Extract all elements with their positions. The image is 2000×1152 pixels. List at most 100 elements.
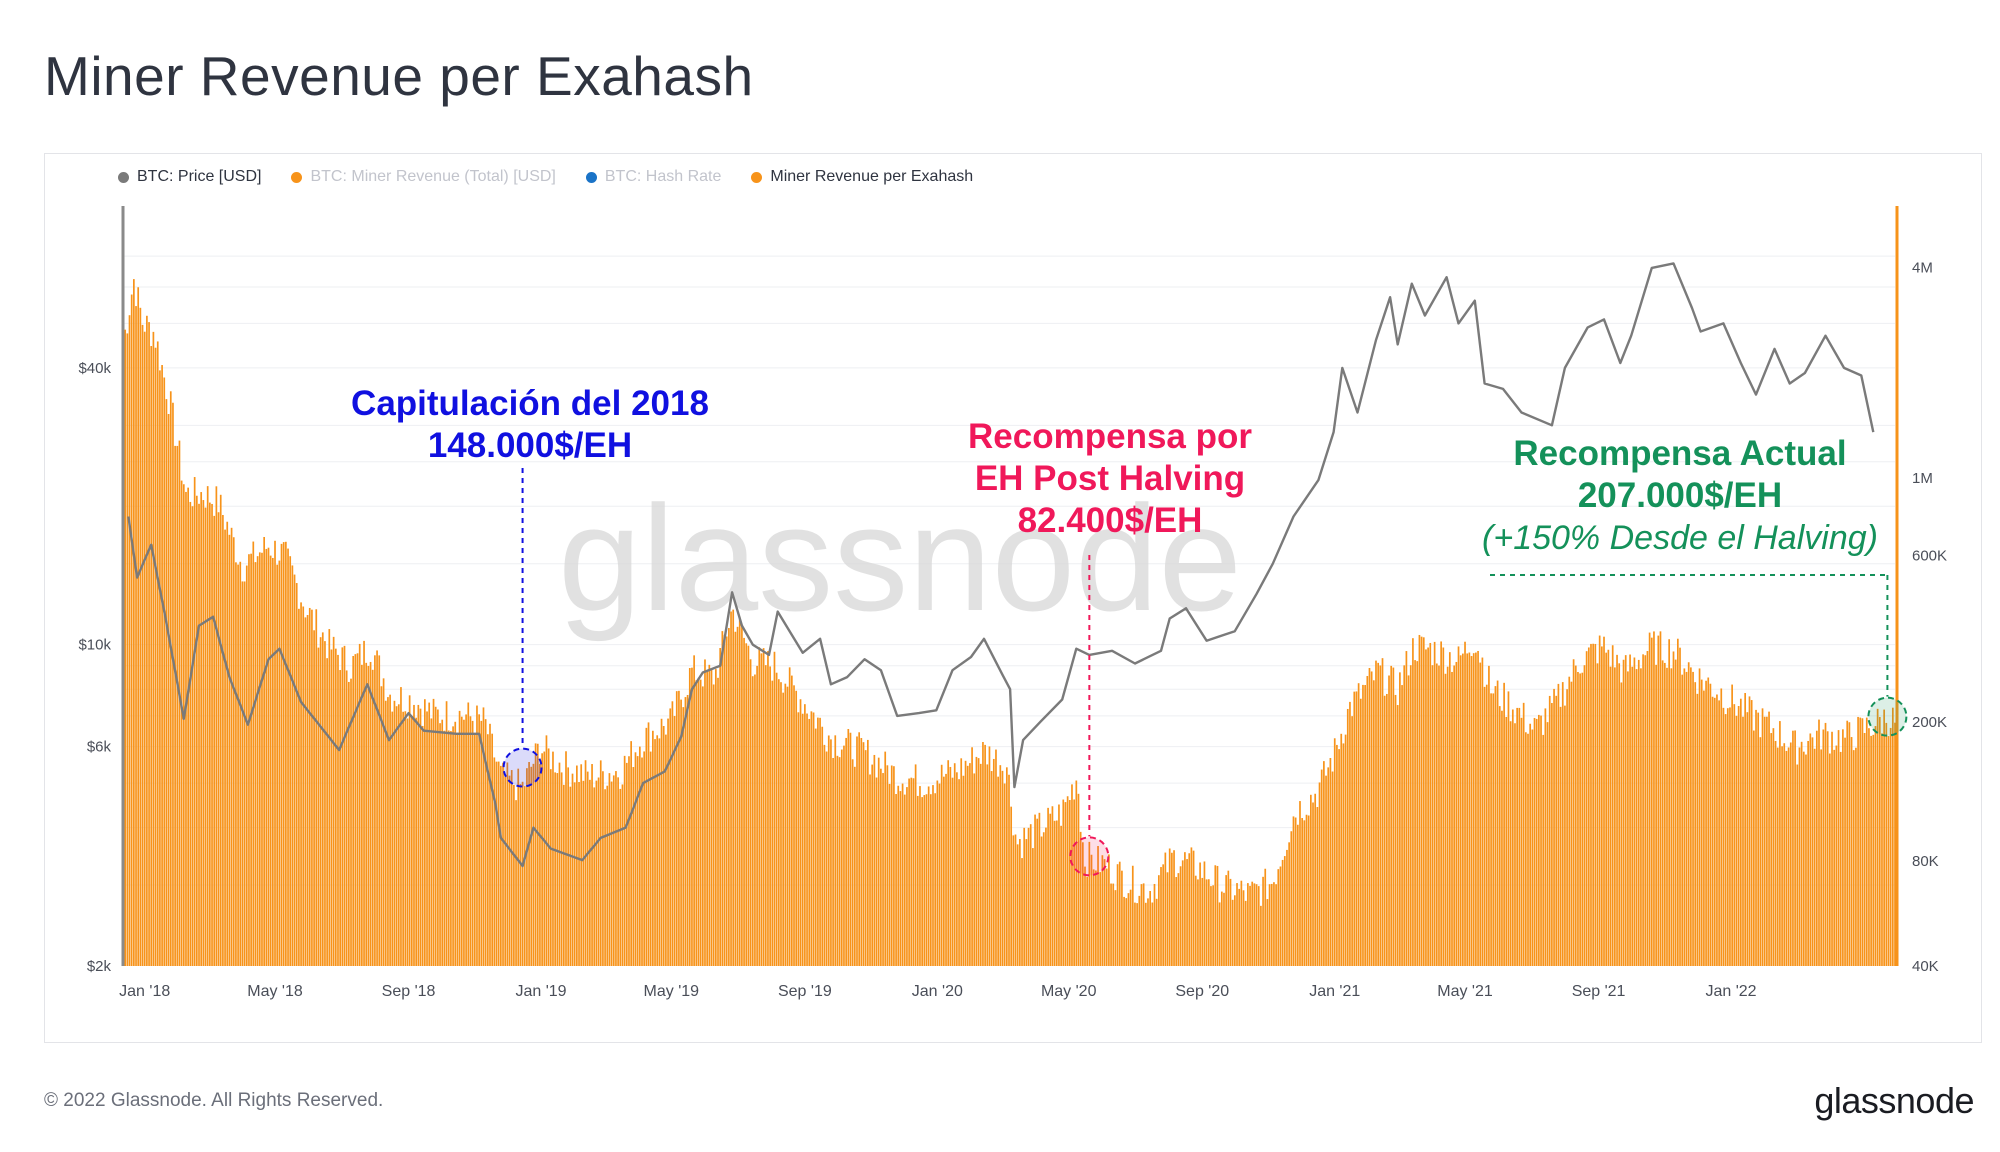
revenue-bar — [1720, 688, 1723, 966]
legend-item-revenue-per-eh[interactable]: Miner Revenue per Exahash — [751, 168, 973, 186]
revenue-bar — [1792, 730, 1794, 966]
revenue-bar — [521, 781, 524, 966]
revenue-bar — [1826, 731, 1829, 966]
revenue-bar — [185, 491, 187, 966]
revenue-bar — [1666, 667, 1668, 966]
revenue-bar — [1501, 710, 1503, 966]
revenue-bar — [421, 725, 424, 966]
revenue-bar — [1835, 745, 1838, 966]
revenue-bar — [1414, 660, 1416, 966]
revenue-bar — [1757, 712, 1760, 966]
revenue-bar — [1277, 869, 1280, 966]
revenue-bar — [838, 757, 841, 966]
revenue-bar — [456, 732, 459, 966]
revenue-bar — [1805, 754, 1807, 966]
revenue-bar — [508, 775, 511, 966]
right-axis-tick-label: 80K — [1912, 853, 1939, 870]
revenue-bar — [1744, 692, 1747, 966]
chart-legend: BTC: Price [USD] BTC: Miner Revenue (Tot… — [118, 168, 973, 186]
revenue-bar — [345, 670, 348, 966]
revenue-bar — [1064, 802, 1067, 966]
revenue-bar — [576, 765, 578, 966]
revenue-bar — [1372, 680, 1375, 966]
revenue-bar — [1685, 671, 1688, 966]
revenue-bar — [1136, 903, 1138, 966]
revenue-bar — [680, 699, 682, 966]
revenue-bar — [321, 632, 324, 966]
revenue-bar — [339, 670, 342, 966]
revenue-bar — [1822, 729, 1825, 966]
revenue-bar — [1333, 738, 1336, 966]
revenue-bar — [1735, 715, 1738, 966]
revenue-bar — [443, 730, 446, 966]
revenue-bar — [1824, 722, 1827, 966]
revenue-bar — [1731, 684, 1733, 966]
revenue-bar — [491, 733, 494, 966]
legend-item-miner-revenue[interactable]: BTC: Miner Revenue (Total) [USD] — [291, 168, 556, 186]
revenue-bar — [906, 787, 908, 966]
revenue-bar — [1596, 663, 1599, 966]
revenue-bar — [1019, 839, 1021, 966]
revenue-bar — [1844, 737, 1846, 966]
revenue-bar — [1642, 654, 1644, 966]
revenue-bar — [853, 766, 856, 966]
revenue-bar — [1779, 721, 1781, 966]
revenue-bar — [1357, 683, 1360, 966]
revenue-bar — [1668, 639, 1671, 966]
revenue-bar — [326, 658, 328, 966]
revenue-bar — [706, 670, 708, 966]
revenue-bar — [1800, 741, 1803, 966]
axis-layer: $2k $6k $10k $40k 40K 80K 200K 600K 1M 4M Jan '18 M… — [78, 206, 1947, 1000]
revenue-bar — [1157, 875, 1160, 966]
revenue-bar — [178, 440, 181, 966]
revenue-bar — [295, 583, 298, 966]
revenue-bar — [1544, 708, 1547, 966]
revenue-bar — [1058, 804, 1060, 966]
revenue-bar — [921, 797, 923, 966]
revenue-bar — [1659, 631, 1662, 966]
revenue-bar — [495, 761, 498, 966]
revenue-bar — [649, 751, 652, 966]
legend-item-price[interactable]: BTC: Price [USD] — [118, 168, 261, 186]
revenue-bar — [1110, 883, 1112, 966]
revenue-bar — [1679, 647, 1681, 966]
revenue-bar — [1214, 865, 1217, 966]
revenue-bar — [1496, 680, 1499, 966]
legend-item-hash-rate[interactable]: BTC: Hash Rate — [585, 168, 721, 186]
revenue-bar — [165, 399, 168, 967]
revenue-bar — [276, 564, 279, 966]
revenue-bar — [476, 705, 478, 966]
left-axis-tick-label: $10k — [78, 637, 111, 654]
revenue-bar — [1034, 814, 1036, 966]
revenue-bar — [287, 548, 289, 966]
left-axis-tick-label: $2k — [87, 958, 112, 975]
revenue-bar — [936, 780, 939, 966]
revenue-bar — [830, 739, 832, 966]
revenue-bar — [232, 537, 235, 966]
revenue-bar — [719, 648, 722, 966]
revenue-bar — [697, 677, 700, 966]
revenue-bar — [1012, 835, 1015, 966]
revenue-bar — [337, 654, 339, 966]
revenue-bar — [1016, 844, 1019, 966]
revenue-bar — [745, 643, 748, 966]
revenue-bar — [762, 648, 765, 966]
revenue-bar — [1542, 734, 1545, 966]
revenue-bar — [382, 678, 385, 966]
revenue-bar — [1846, 720, 1849, 966]
revenue-bar — [395, 706, 398, 966]
revenue-bar — [1872, 734, 1875, 966]
revenue-bar — [1768, 711, 1770, 966]
revenue-bar — [1249, 885, 1251, 966]
revenue-bar — [1359, 698, 1362, 966]
revenue-bar — [413, 704, 415, 966]
revenue-bar — [1216, 865, 1219, 966]
revenue-bar — [667, 718, 669, 966]
revenue-bar — [1435, 663, 1438, 966]
annotation-subtext-actual: (+150% Desde el Halving) — [1482, 519, 1878, 557]
revenue-bar — [567, 767, 570, 966]
revenue-bar — [1676, 638, 1679, 966]
revenue-bar — [187, 487, 189, 966]
revenue-bar — [278, 560, 281, 966]
x-axis-tick-label: May '21 — [1437, 983, 1493, 1000]
